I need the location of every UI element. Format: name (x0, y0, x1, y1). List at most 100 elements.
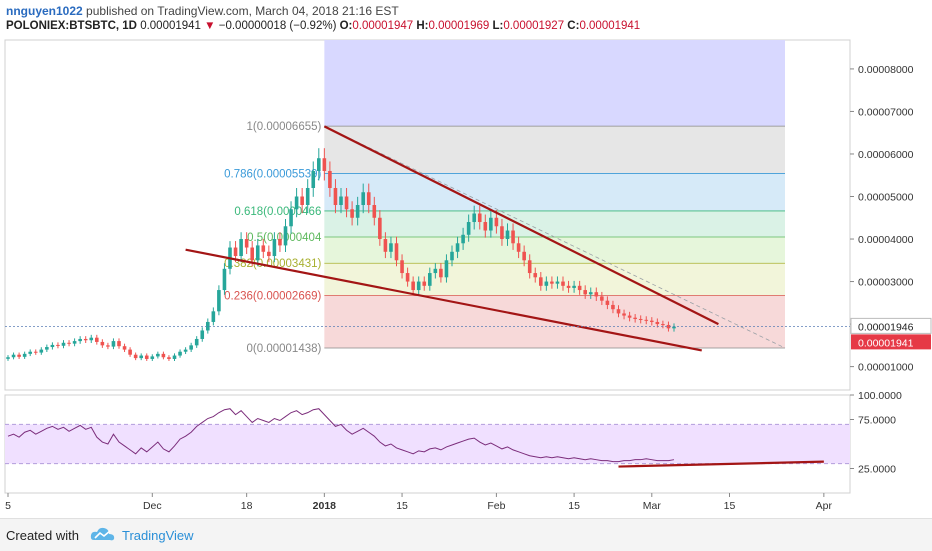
rsi-band (5, 424, 850, 464)
candle-body (428, 273, 432, 286)
candle-body (294, 196, 299, 210)
rsi-tick-label: 25.0000 (858, 464, 896, 476)
chart-header: nnguyen1022 published on TradingView.com… (0, 0, 932, 36)
candle-body (95, 337, 99, 342)
candle-body (267, 251, 271, 257)
tradingview-cloud-icon[interactable] (90, 526, 116, 544)
symbol-label: POLONIEX:BTSBTC, 1D (6, 20, 137, 32)
time-tick-label: 15 (396, 500, 408, 512)
candle-body (650, 320, 654, 322)
candle-body (527, 260, 532, 274)
high-value: 0.00001969 (428, 20, 490, 32)
candle-body (139, 355, 143, 359)
candle-body (511, 230, 515, 244)
price-tick-label: 0.00003000 (858, 277, 914, 289)
candle-body (605, 300, 610, 305)
fib-level-label: 0.236(0.00002669) (224, 291, 321, 303)
candle-body (477, 213, 482, 223)
candle-body (33, 351, 38, 353)
price-tick-label: 0.00006000 (858, 149, 914, 161)
candle-body (655, 321, 660, 325)
candle-body (600, 296, 604, 301)
candle-body (22, 353, 27, 357)
fib-top-zone (324, 40, 785, 127)
high-label: H: (416, 20, 429, 32)
candle-body (394, 243, 399, 261)
candle-body (111, 341, 116, 347)
candle-body (194, 338, 199, 346)
candle-body (400, 260, 404, 274)
author-link[interactable]: nnguyen1022 (6, 4, 83, 18)
candle-body (561, 281, 565, 286)
candle-body (594, 292, 599, 297)
candle-body (350, 209, 354, 218)
candle-body (261, 245, 266, 252)
close-price-tag (851, 334, 931, 350)
candle-body (211, 311, 216, 322)
chart-area[interactable]: 1(0.00006655) 0.786(0.00005539) 0.618(0.00… (0, 36, 932, 516)
fib-zone (324, 126, 785, 174)
footer: Created with TradingView (0, 518, 932, 551)
candle-body (45, 347, 49, 350)
candle-body (611, 304, 615, 310)
candle-body (283, 226, 288, 246)
candle-body (250, 247, 254, 261)
candle-body (150, 356, 155, 359)
candle-body (67, 342, 71, 344)
candle-body (317, 158, 321, 171)
fib-level-label: 0.618(0.0000466 (234, 206, 321, 218)
candle-body (361, 192, 365, 206)
low-label: L: (492, 20, 504, 32)
candle-body (422, 281, 427, 286)
fib-zone (324, 210, 785, 238)
candle-body (311, 170, 316, 188)
candle-body (39, 349, 44, 353)
candle-body (444, 260, 449, 278)
price-change: −0.00000018 (−0.92%) (218, 20, 337, 32)
candle-body (289, 209, 293, 227)
fib-zone (324, 173, 785, 211)
time-axis[interactable]: 5 Dec 18 2018 15 Feb 15 Mar 15 Apr (5, 493, 833, 512)
candle-body (500, 226, 504, 240)
time-tick-label: 15 (724, 500, 736, 512)
candle-body (588, 292, 593, 295)
candle-body (622, 313, 626, 316)
candle-body (333, 187, 338, 206)
published-text: published on TradingView.com, March 04, … (86, 4, 399, 18)
candle-body (644, 319, 649, 321)
candle-body (239, 239, 243, 257)
candle-body (516, 243, 521, 252)
last-price: 0.00001941 (140, 20, 201, 32)
rsi-pane[interactable]: 100.0000 75.0000 25.0000 (4, 390, 902, 494)
time-tick-label: Feb (487, 500, 505, 512)
candle-body (61, 342, 66, 346)
candle-body (539, 277, 543, 286)
candle-body (661, 324, 665, 326)
close-label: C: (567, 20, 580, 32)
candle-body (100, 341, 105, 346)
candle-body (133, 354, 138, 359)
candle-body (6, 357, 10, 359)
fib-trend-dashed (324, 125, 786, 349)
candle-body (577, 285, 582, 291)
candle-body (355, 205, 360, 218)
candle-body (78, 338, 82, 342)
candle-body (106, 345, 110, 347)
candle-body (633, 317, 637, 319)
price-tick-label: 0.00001000 (858, 362, 914, 374)
candle-body (200, 330, 205, 339)
candle-body (244, 239, 249, 248)
candle-body (72, 341, 77, 344)
price-tick-label: 0.00004000 (858, 234, 914, 246)
candle-body (455, 243, 460, 252)
candle-body (489, 217, 493, 231)
candle-body (83, 338, 88, 341)
candle-body (11, 354, 16, 358)
tradingview-brand[interactable]: TradingView (122, 528, 194, 543)
candle-body (172, 355, 177, 359)
rsi-trendline (618, 460, 824, 468)
price-pane[interactable]: 1(0.00006655) 0.786(0.00005539) 0.618(0.00… (4, 39, 932, 391)
price-tick-label: 0.00008000 (858, 64, 914, 76)
candle-body (222, 268, 227, 291)
candle-body (616, 309, 621, 314)
